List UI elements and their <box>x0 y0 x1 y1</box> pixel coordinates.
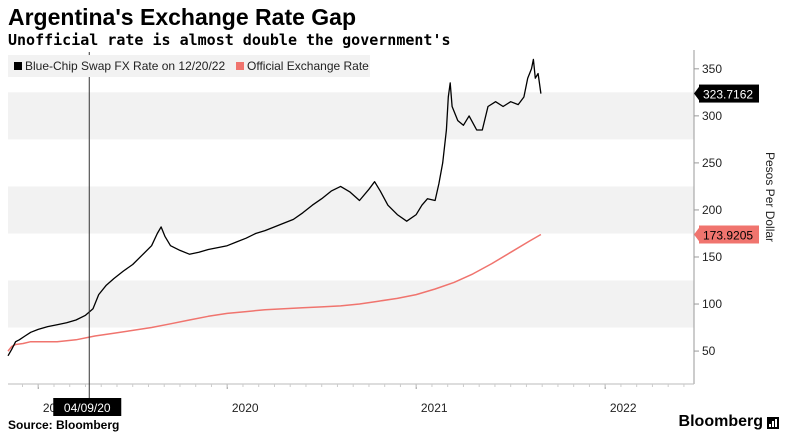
y-tick-label: 250 <box>702 156 722 170</box>
legend-label-official[interactable]: Official Exchange Rate <box>247 59 369 73</box>
source-note: Source: Bloomberg <box>8 418 120 432</box>
y-tick-label: 100 <box>702 297 722 311</box>
legend: Blue-Chip Swap FX Rate on 12/20/22 Offic… <box>8 55 370 77</box>
legend-label-bluechip[interactable]: Blue-Chip Swap FX Rate on 12/20/22 <box>25 59 225 73</box>
x-tick-label: 2021 <box>421 401 448 415</box>
bluechip-series-line <box>7 58 542 357</box>
grid-bands <box>8 92 694 328</box>
y-tick-label: 50 <box>702 344 716 358</box>
x-tick-label: 2020 <box>232 401 259 415</box>
bloomberg-logo-text: Bloomberg <box>678 413 763 430</box>
crosshair-date-text: 04/09/20 <box>64 401 111 415</box>
bloomberg-chart-icon <box>767 417 779 429</box>
grid-band <box>8 186 694 234</box>
legend-swatch-bluechip <box>14 62 22 70</box>
official-last-value-tag: 173.9205 <box>694 225 759 244</box>
grid-band <box>8 280 694 328</box>
y-tick-label: 150 <box>702 250 722 264</box>
legend-swatch-official <box>236 62 244 70</box>
last-value-tags: 323.7162 173.9205 <box>694 84 759 244</box>
y-axis-ticks: 50 100 150 200 250 300 350 <box>694 62 722 358</box>
legend-background <box>8 55 370 77</box>
bluechip-last-value-tag: 323.7162 <box>694 84 759 103</box>
chart-subtitle: Unofficial rate is almost double the gov… <box>8 31 451 49</box>
last-value-text: 323.7162 <box>703 88 753 102</box>
x-axis-ticks: 2019202020212022 <box>21 384 685 415</box>
last-value-text: 173.9205 <box>703 228 753 242</box>
y-axis-label: Pesos Per Dollar <box>763 152 777 242</box>
y-tick-label: 350 <box>702 62 722 76</box>
x-tick-label: 2022 <box>610 401 637 415</box>
chart-title: Argentina's Exchange Rate Gap <box>8 4 357 30</box>
grid-band <box>8 92 694 140</box>
series-layer <box>7 58 542 357</box>
crosshair-date-label: 04/09/20 <box>53 398 122 416</box>
official-series-line <box>7 233 542 352</box>
y-tick-label: 200 <box>702 203 722 217</box>
y-tick-label: 300 <box>702 109 722 123</box>
